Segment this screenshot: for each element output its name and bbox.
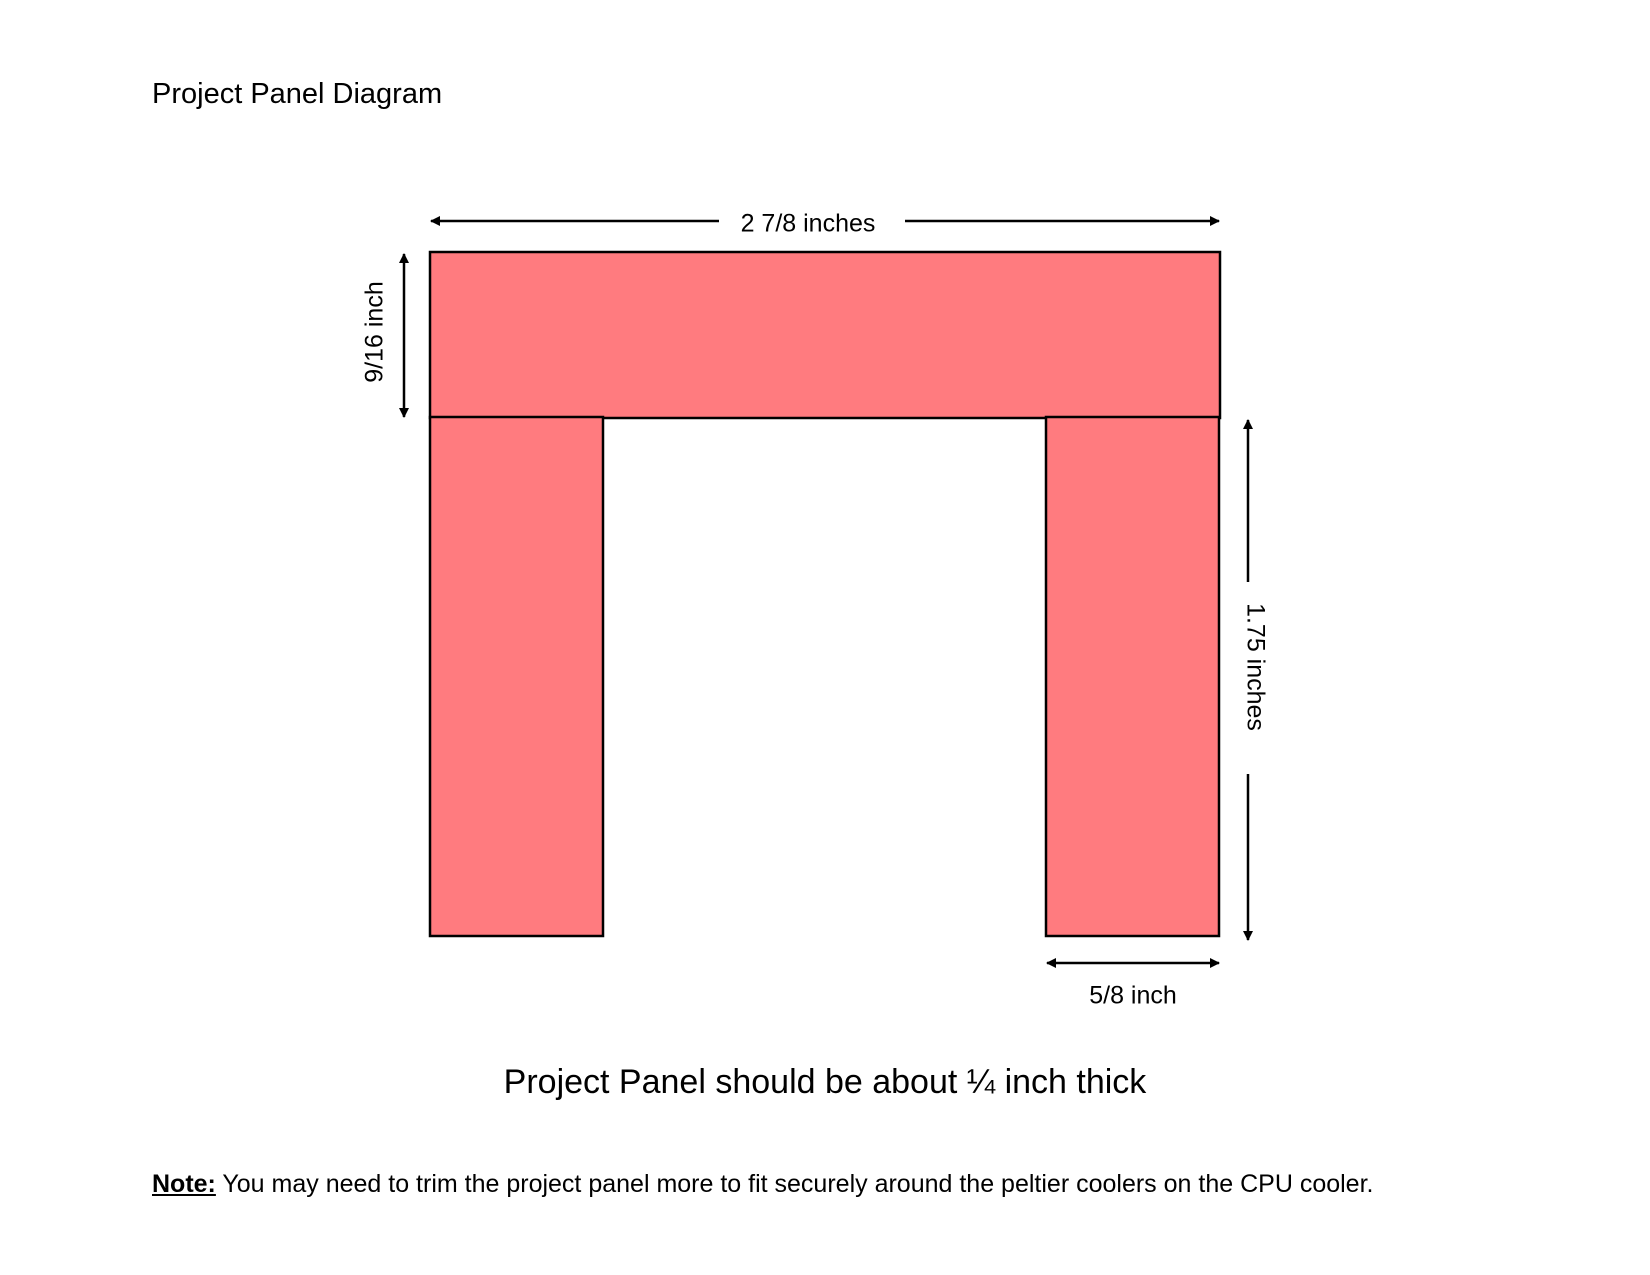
panel-right-leg [1044, 415, 1221, 938]
footnote-prefix: Note: [152, 1170, 216, 1198]
leg-height-label: 1.75 inches [1241, 603, 1269, 731]
footnote: Note: You may need to trim the project p… [152, 1170, 1373, 1199]
leg-width-label: 5/8 inch [1089, 982, 1177, 1010]
top-height-label: 9/16 inch [361, 281, 389, 382]
top-width-label: 2 7/8 inches [741, 210, 876, 238]
footnote-text: You may need to trim the project panel m… [215, 1170, 1374, 1198]
panel-left-leg [428, 415, 605, 938]
leg-width-dimension: 5/8 inch [1046, 958, 1220, 1010]
page-title: Project Panel Diagram [152, 78, 443, 110]
leg-height-dimension: 1.75 inches [1241, 419, 1269, 941]
thickness-note: Project Panel should be about ¼ inch thi… [503, 1063, 1147, 1101]
panel-top-bar [428, 250, 1222, 420]
top-height-dimension: 9/16 inch [361, 253, 409, 418]
top-width-dimension: 2 7/8 inches [430, 210, 1220, 238]
